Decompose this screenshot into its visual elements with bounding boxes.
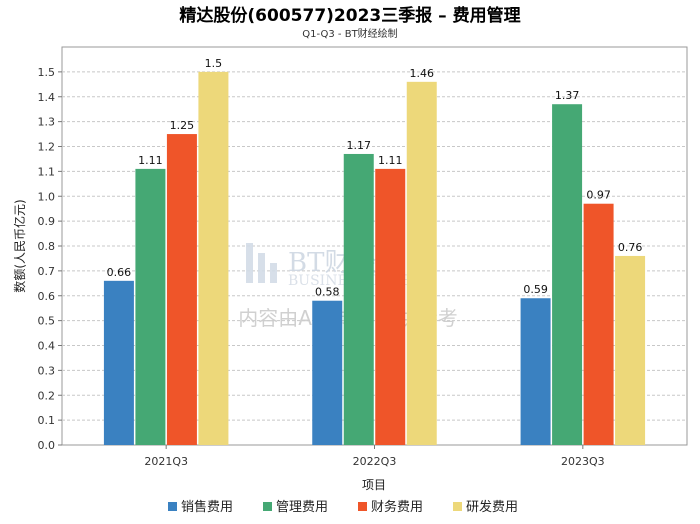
y-tick-label: 1.0: [38, 190, 56, 203]
legend-swatch: [358, 502, 367, 511]
y-tick-label: 0.6: [38, 290, 56, 303]
bar: [198, 71, 229, 445]
watermark-logo-bar: [246, 243, 253, 283]
bar: [166, 134, 197, 445]
data-label: 1.37: [555, 89, 580, 102]
data-label: 0.76: [618, 241, 643, 254]
bar: [615, 255, 646, 445]
legend-swatch: [168, 502, 177, 511]
watermark-logo-bar: [270, 263, 277, 283]
data-label: 1.17: [347, 139, 372, 152]
y-axis-label: 数额(人民币亿元): [12, 199, 27, 292]
x-tick-label: 2021Q3: [144, 455, 188, 468]
bar: [135, 168, 166, 445]
bar: [552, 104, 583, 446]
bar: [103, 280, 134, 445]
y-axis-ticks: 0.0 0.1 0.2 0.3 0.4 0.5 0.6 0.7 0.8 0.9 1.0 1.1 1.2 1…: [38, 66, 62, 452]
legend-swatch: [263, 502, 272, 511]
bar: [406, 81, 437, 445]
y-tick-label: 0.2: [38, 389, 56, 402]
chart-subtitle: Q1-Q3 - BT财经绘制: [302, 27, 397, 40]
y-tick-label: 1.1: [38, 165, 56, 178]
y-tick-label: 1.4: [38, 91, 56, 104]
y-tick-label: 0.4: [38, 340, 56, 353]
watermark-logo-bar: [258, 253, 265, 283]
grid-lines: [62, 71, 687, 421]
data-label: 0.59: [523, 283, 548, 296]
data-labels: 0.66 1.11 1.25 1.5 0.58 1.17 1.11 1.46 0.59 1.37 0…: [107, 57, 643, 299]
legend-label: 销售费用: [181, 499, 233, 515]
legend-label: 研发费用: [466, 499, 518, 515]
data-label: 0.66: [107, 266, 132, 279]
legend-label: 管理费用: [276, 500, 328, 515]
legend-label: 财务费用: [371, 499, 423, 515]
y-tick-label: 0.8: [38, 240, 56, 253]
x-tick-label: 2023Q3: [561, 455, 605, 468]
data-label: 1.25: [170, 119, 195, 132]
data-label: 0.58: [315, 286, 340, 299]
y-tick-label: 0.3: [38, 364, 56, 377]
y-tick-label: 0.1: [38, 414, 56, 427]
legend: 销售费用 管理费用 财务费用 研发费用: [168, 499, 518, 515]
x-axis-label: 项目: [362, 478, 386, 492]
data-label: 1.11: [378, 154, 403, 167]
data-label: 1.11: [138, 154, 163, 167]
x-tick-label: 2022Q3: [353, 455, 397, 468]
data-label: 1.5: [205, 57, 223, 70]
bar: [375, 168, 406, 445]
data-label: 1.46: [410, 67, 435, 80]
bar: [583, 203, 614, 445]
y-tick-label: 1.3: [38, 116, 56, 129]
bar: [520, 298, 551, 445]
legend-swatch: [453, 502, 462, 511]
x-axis-ticks: 2021Q3 2022Q3 2023Q3: [144, 445, 605, 468]
y-tick-label: 0.5: [38, 315, 56, 328]
chart-title: 精达股份(600577)2023三季报 – 费用管理: [179, 5, 520, 26]
y-tick-label: 1.5: [38, 66, 56, 79]
bars: [103, 71, 646, 446]
y-tick-label: 0.0: [38, 439, 56, 452]
bar: [343, 153, 374, 445]
y-tick-label: 1.2: [38, 141, 56, 154]
bar: [312, 300, 343, 445]
y-tick-label: 0.7: [38, 265, 56, 278]
data-label: 0.97: [586, 189, 611, 202]
y-tick-label: 0.9: [38, 215, 56, 228]
